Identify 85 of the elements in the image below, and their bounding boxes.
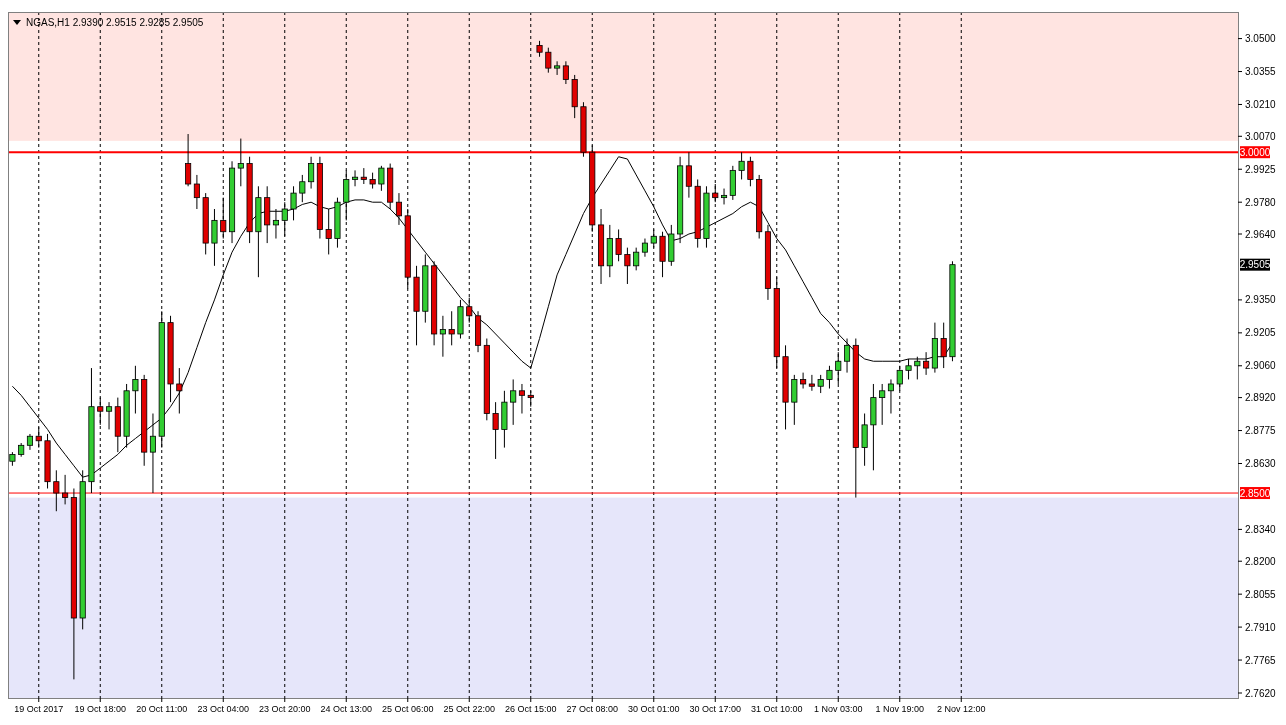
- candlestick: [62, 474, 69, 505]
- x-tick-label: 27 Oct 08:00: [566, 704, 619, 714]
- candlestick: [562, 60, 569, 85]
- candlestick: [378, 165, 385, 192]
- candlestick: [721, 188, 728, 205]
- candlestick: [826, 365, 833, 390]
- candlestick: [879, 383, 886, 426]
- x-tick-label: 31 Oct 10:00: [750, 704, 803, 714]
- y-tick-label: 2.9640: [1245, 228, 1277, 240]
- candlestick: [887, 378, 894, 415]
- candlestick: [747, 156, 754, 187]
- x-tick-label: 23 Oct 04:00: [197, 704, 250, 714]
- candlestick: [615, 228, 622, 262]
- x-tick-label: 30 Oct 01:00: [627, 704, 680, 714]
- x-tick-label: 24 Oct 13:00: [320, 704, 373, 714]
- candlestick: [914, 356, 921, 380]
- candlestick: [624, 247, 631, 285]
- candlestick: [510, 378, 517, 426]
- x-tick-label: 19 Oct 18:00: [74, 704, 127, 714]
- candlestick: [554, 60, 561, 76]
- x-tick-label: 19 Oct 2017: [14, 704, 64, 714]
- candlestick: [395, 192, 402, 226]
- x-tick-label: 26 Oct 15:00: [504, 704, 557, 714]
- candlestick: [132, 365, 139, 415]
- x-tick-label: 1 Nov 19:00: [875, 704, 925, 714]
- candlestick: [923, 351, 930, 376]
- candlestick: [308, 156, 315, 190]
- candlestick: [106, 401, 113, 430]
- y-tick-label: 2.7910: [1245, 621, 1277, 633]
- y-tick-label: 2.8775: [1245, 425, 1277, 437]
- ref-line-label: 3.0000: [1239, 146, 1271, 158]
- y-tick-label: 2.9780: [1245, 196, 1277, 208]
- y-tick-label: 2.8630: [1245, 458, 1277, 469]
- candlestick: [641, 238, 648, 258]
- y-tick-label: 2.9925: [1245, 163, 1277, 175]
- candlestick: [352, 169, 359, 187]
- candlestick: [808, 374, 815, 392]
- x-tick-label: 20 Oct 11:00: [136, 704, 188, 714]
- x-tick-label: 30 Oct 17:00: [689, 704, 742, 714]
- candlestick: [940, 322, 947, 369]
- y-tick-label: 2.8200: [1245, 555, 1277, 567]
- candlestick: [237, 138, 244, 187]
- candlestick: [53, 469, 60, 512]
- candlestick: [844, 338, 851, 374]
- candlestick: [492, 401, 499, 460]
- y-tick-label: 2.9205: [1245, 327, 1277, 339]
- candlestick: [185, 133, 192, 187]
- candlestick: [211, 208, 218, 267]
- x-tick-label: 23 Oct 20:00: [258, 704, 311, 714]
- y-tick-label: 2.8340: [1245, 523, 1277, 535]
- y-tick-label: 2.8920: [1245, 392, 1277, 404]
- candlestick: [193, 174, 200, 210]
- candlestick: [272, 208, 279, 240]
- y-tick-label: 2.9350: [1245, 294, 1277, 306]
- x-tick-label: 25 Oct 22:00: [443, 704, 496, 714]
- y-tick-label: 2.7620: [1245, 687, 1277, 699]
- candlestick: [861, 413, 868, 467]
- y-tick-label: 3.0355: [1245, 66, 1277, 78]
- y-tick-label: 2.9060: [1245, 360, 1277, 372]
- candlestick: [800, 372, 807, 390]
- text: NGAS,H1 2.9390 2.9515 2.9285 2.9505: [26, 17, 204, 28]
- annotation: 2.9505: [1239, 259, 1271, 271]
- candlestick: [633, 247, 640, 271]
- candlestick: [791, 374, 798, 426]
- candlestick: [325, 208, 332, 255]
- y-tick-label: 3.0070: [1245, 130, 1277, 142]
- x-tick-label: 2 Nov 12:00: [936, 704, 986, 714]
- candlestick: [905, 358, 912, 380]
- candlestick: [817, 374, 824, 394]
- x-tick-label: 1 Nov 03:00: [813, 704, 863, 714]
- candlestick: [176, 367, 183, 415]
- y-tick-label: 3.0210: [1245, 98, 1277, 110]
- candlestick: [290, 185, 297, 221]
- candlestick: [545, 47, 552, 74]
- y-tick-label: 2.7765: [1245, 654, 1277, 666]
- candlestick: [448, 310, 455, 346]
- candlestick: [685, 151, 692, 199]
- ref-line-label: 2.8500: [1239, 487, 1271, 499]
- candlestick: [439, 315, 446, 358]
- y-tick-label: 2.8055: [1245, 588, 1277, 600]
- y-tick-label: 3.0500: [1245, 33, 1277, 45]
- candlestick: [299, 174, 306, 203]
- candlestick: [518, 383, 525, 415]
- x-tick-label: 25 Oct 06:00: [381, 704, 434, 714]
- candlestick: [738, 151, 745, 180]
